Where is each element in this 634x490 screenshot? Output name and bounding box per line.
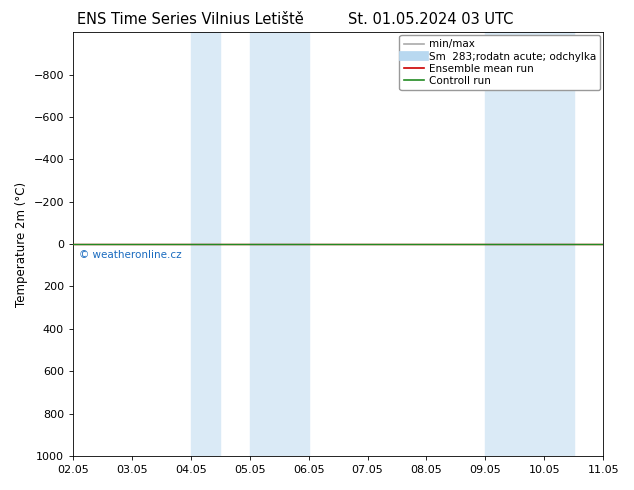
Text: ENS Time Series Vilnius Letiště: ENS Time Series Vilnius Letiště [77, 12, 304, 27]
Y-axis label: Temperature 2m (°C): Temperature 2m (°C) [15, 181, 28, 307]
Text: St. 01.05.2024 03 UTC: St. 01.05.2024 03 UTC [349, 12, 514, 27]
Bar [486, 32, 574, 456]
Legend: min/max, Sm  283;rodatn acute; odchylka, Ensemble mean run, Controll run: min/max, Sm 283;rodatn acute; odchylka, … [399, 35, 600, 90]
Bar [191, 32, 221, 456]
Text: © weatheronline.cz: © weatheronline.cz [79, 250, 181, 260]
Bar [250, 32, 309, 456]
